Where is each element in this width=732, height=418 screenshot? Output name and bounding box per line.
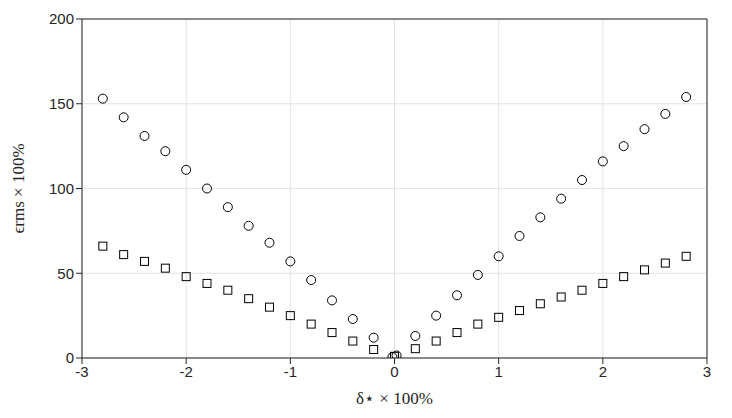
svg-text:δ⋆ × 100%: δ⋆ × 100% [356, 389, 433, 408]
svg-text:150: 150 [49, 95, 74, 112]
svg-text:0: 0 [390, 363, 398, 380]
svg-text:-3: -3 [75, 363, 88, 380]
svg-text:-1: -1 [284, 363, 297, 380]
svg-text:2: 2 [599, 363, 607, 380]
svg-text:ϵrms × 100%: ϵrms × 100% [9, 143, 28, 233]
svg-text:200: 200 [49, 10, 74, 27]
svg-text:0: 0 [66, 349, 74, 366]
svg-text:100: 100 [49, 180, 74, 197]
svg-text:3: 3 [703, 363, 711, 380]
svg-text:1: 1 [494, 363, 502, 380]
svg-text:-2: -2 [179, 363, 192, 380]
svg-text:50: 50 [57, 265, 74, 282]
